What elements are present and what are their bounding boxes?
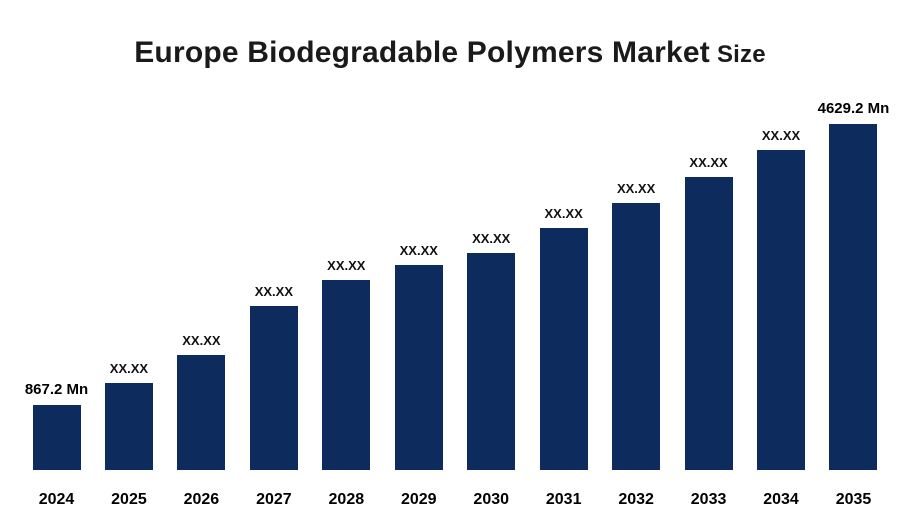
bar-2034 bbox=[757, 150, 806, 470]
bar-2025 bbox=[104, 383, 153, 470]
bar-column-2032: XX.XX bbox=[602, 92, 671, 470]
bar-column-2025: XX.XX bbox=[94, 92, 163, 470]
bar-column-2024: 867.2 Mn bbox=[22, 92, 91, 470]
bar-2027 bbox=[249, 306, 298, 470]
x-axis-label-2028: 2028 bbox=[328, 491, 365, 508]
bar-2029 bbox=[394, 265, 443, 470]
bar-value-label-2031: XX.XX bbox=[544, 206, 583, 221]
bar-column-2026: XX.XX bbox=[167, 92, 236, 470]
bar-column-2027: XX.XX bbox=[239, 92, 308, 470]
bar-column-2035: 4629.2 Mn bbox=[817, 92, 890, 470]
bar-column-2031: XX.XX bbox=[529, 92, 598, 470]
chart-title-main: Europe Biodegradable Polymers Market bbox=[134, 36, 710, 69]
bar-2035 bbox=[829, 124, 878, 470]
bar-chart-plot-area: 867.2 Mn XX.XX XX.XX XX.XX XX.XX XX.XX XX.XX XX… bbox=[22, 92, 890, 470]
x-axis-label-2027: 2027 bbox=[256, 491, 292, 508]
bar-column-2030: XX.XX bbox=[457, 92, 526, 470]
x-axis-label-2034: 2034 bbox=[763, 491, 799, 508]
chart-title: Europe Biodegradable Polymers Market Size bbox=[0, 36, 900, 70]
x-axis-label-2029: 2029 bbox=[400, 491, 437, 508]
bar-value-label-2028: XX.XX bbox=[327, 258, 366, 273]
bar-2024 bbox=[32, 405, 81, 470]
x-axis-labels: 2024 2025 2026 2027 2028 2029 2030 2031 2032 2033… bbox=[22, 491, 888, 509]
bar-column-2029: XX.XX bbox=[384, 92, 453, 470]
bar-value-label-2029: XX.XX bbox=[399, 243, 438, 258]
bar-value-label-2027: XX.XX bbox=[254, 284, 293, 299]
chart-title-suffix: Size bbox=[716, 41, 766, 68]
bar-value-label-2030: XX.XX bbox=[472, 231, 511, 246]
bar-2033 bbox=[684, 177, 733, 470]
bar-2031 bbox=[539, 228, 588, 470]
x-axis-label-2024: 2024 bbox=[38, 491, 75, 508]
bar-2026 bbox=[177, 355, 226, 470]
x-axis-label-2035: 2035 bbox=[835, 491, 872, 508]
bar-column-2028: XX.XX bbox=[312, 92, 381, 470]
bar-value-label-2033: XX.XX bbox=[689, 155, 728, 170]
bar-value-label-2026: XX.XX bbox=[182, 333, 221, 348]
x-axis-label-2033: 2033 bbox=[690, 491, 727, 508]
x-axis-label-2026: 2026 bbox=[183, 491, 220, 508]
bar-2030 bbox=[467, 253, 516, 470]
x-axis-label-2031: 2031 bbox=[545, 491, 582, 508]
bar-value-label-2032: XX.XX bbox=[616, 181, 656, 196]
x-axis-label-2032: 2032 bbox=[618, 491, 654, 508]
bar-value-label-2035: 4629.2 Mn bbox=[817, 100, 890, 117]
x-axis-label-2030: 2030 bbox=[473, 491, 510, 508]
bar-2032 bbox=[612, 203, 661, 470]
x-axis-label-2025: 2025 bbox=[111, 491, 147, 508]
bar-value-label-2024: 867.2 Mn bbox=[24, 381, 89, 398]
bar-column-2033: XX.XX bbox=[674, 92, 743, 470]
bar-value-label-2025: XX.XX bbox=[109, 361, 149, 376]
bar-column-2034: XX.XX bbox=[747, 92, 816, 470]
bar-2028 bbox=[322, 280, 371, 470]
bar-value-label-2034: XX.XX bbox=[761, 128, 801, 143]
